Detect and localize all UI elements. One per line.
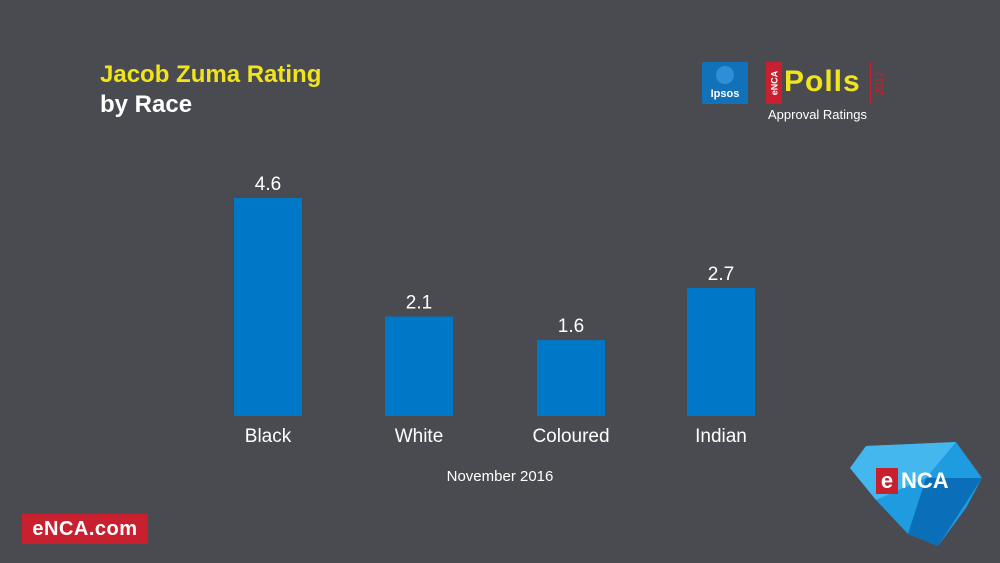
ipsos-logo: Ipsos xyxy=(702,62,748,104)
bar-coloured xyxy=(537,340,605,416)
polls-logo: eNCA Polls 2017 xyxy=(766,62,888,104)
polls-subtitle: Approval Ratings xyxy=(768,107,867,122)
enca-logo-word: e NCA xyxy=(876,468,974,494)
ipsos-logo-text: Ipsos xyxy=(710,88,740,100)
category-label-coloured: Coloured xyxy=(532,426,609,447)
polls-word: Polls xyxy=(784,65,861,98)
bar-black xyxy=(234,198,302,416)
chart-title: Jacob Zuma Rating by Race xyxy=(100,60,321,120)
bar-white xyxy=(385,316,453,416)
enca-logo-e: e xyxy=(876,468,898,494)
data-label-coloured: 1.6 xyxy=(558,316,584,337)
title-sub: by Race xyxy=(100,91,193,118)
ipsos-head-icon xyxy=(716,66,734,84)
data-label-white: 2.1 xyxy=(406,292,432,313)
category-label-white: White xyxy=(395,426,444,447)
polls-year-tag: 2017 xyxy=(870,62,889,104)
enca-logo-nca: NCA xyxy=(901,468,949,493)
enca-logo: e NCA xyxy=(846,438,986,548)
category-label-indian: Indian xyxy=(695,426,747,447)
title-main: Jacob Zuma Rating xyxy=(100,61,322,88)
polls-enca-tag: eNCA xyxy=(766,62,782,104)
x-axis-label: November 2016 xyxy=(446,468,554,485)
enca-website-badge: eNCA.com xyxy=(22,514,148,544)
bar-indian xyxy=(687,288,755,416)
data-label-black: 4.6 xyxy=(255,174,281,195)
data-label-indian: 2.7 xyxy=(708,264,734,285)
category-label-black: Black xyxy=(245,426,292,447)
